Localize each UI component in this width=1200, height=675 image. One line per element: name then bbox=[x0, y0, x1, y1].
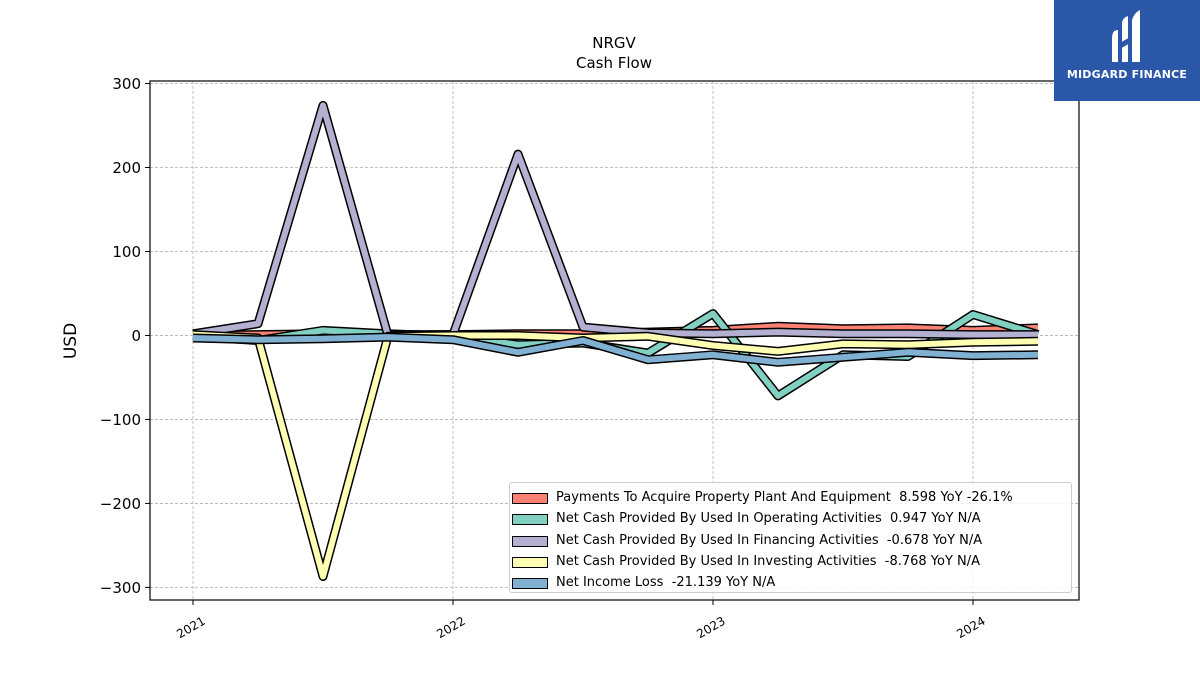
y-tick-label: 100 bbox=[112, 243, 141, 261]
chart-legend: Payments To Acquire Property Plant And E… bbox=[509, 482, 1072, 593]
series-line bbox=[192, 334, 1039, 366]
x-tick-label: 2023 bbox=[694, 614, 727, 641]
legend-swatch bbox=[512, 578, 548, 590]
x-tick-label: 2024 bbox=[954, 614, 987, 641]
plot-frame bbox=[149, 80, 1080, 601]
y-tick-label: 0 bbox=[131, 327, 141, 345]
midgard-logo-icon bbox=[1112, 10, 1140, 62]
chart-subtitle: Cash Flow bbox=[576, 54, 652, 72]
legend-item: Net Cash Provided By Used In Financing A… bbox=[510, 530, 1070, 550]
series-line bbox=[192, 331, 1039, 580]
y-tick-label: −100 bbox=[100, 411, 141, 429]
y-tick-label: 300 bbox=[112, 75, 141, 93]
legend-label: Net Cash Provided By Used In Investing A… bbox=[556, 553, 981, 569]
series-lines bbox=[192, 100, 1040, 581]
legend-item: Net Cash Provided By Used In Operating A… bbox=[510, 508, 1070, 528]
legend-swatch bbox=[512, 535, 548, 547]
y-axis-ticks: 300 200 100 0 −100 −200 −300 bbox=[100, 75, 150, 597]
series-outline bbox=[192, 100, 1038, 340]
legend-swatch bbox=[512, 556, 548, 568]
legend-item: Net Income Loss -21.139 YoY N/A bbox=[510, 572, 1070, 592]
legend-swatch bbox=[512, 493, 548, 504]
x-axis-ticks: 2021 2022 2023 2024 bbox=[174, 600, 988, 641]
legend-item: Payments To Acquire Property Plant And E… bbox=[510, 487, 1070, 507]
legend-item: Net Cash Provided By Used In Investing A… bbox=[510, 551, 1070, 571]
y-axis-label: USD bbox=[61, 323, 81, 359]
legend-label: Net Income Loss -21.139 YoY N/A bbox=[556, 575, 776, 591]
chart-title: NRGV bbox=[592, 34, 636, 52]
logo-text: MIDGARD FINANCE bbox=[1066, 68, 1188, 81]
y-tick-label: −300 bbox=[100, 579, 141, 597]
legend-label: Payments To Acquire Property Plant And E… bbox=[556, 490, 1013, 505]
legend-label: Net Cash Provided By Used In Financing A… bbox=[556, 532, 983, 548]
brand-logo: MIDGARD FINANCE bbox=[1054, 0, 1200, 101]
y-tick-label: 200 bbox=[112, 159, 141, 177]
x-tick-label: 2021 bbox=[174, 614, 207, 641]
y-tick-label: −200 bbox=[100, 495, 141, 513]
legend-label: Net Cash Provided By Used In Operating A… bbox=[556, 511, 981, 527]
x-tick-label: 2022 bbox=[434, 614, 467, 641]
legend-swatch bbox=[512, 514, 548, 526]
series-line bbox=[192, 102, 1038, 339]
